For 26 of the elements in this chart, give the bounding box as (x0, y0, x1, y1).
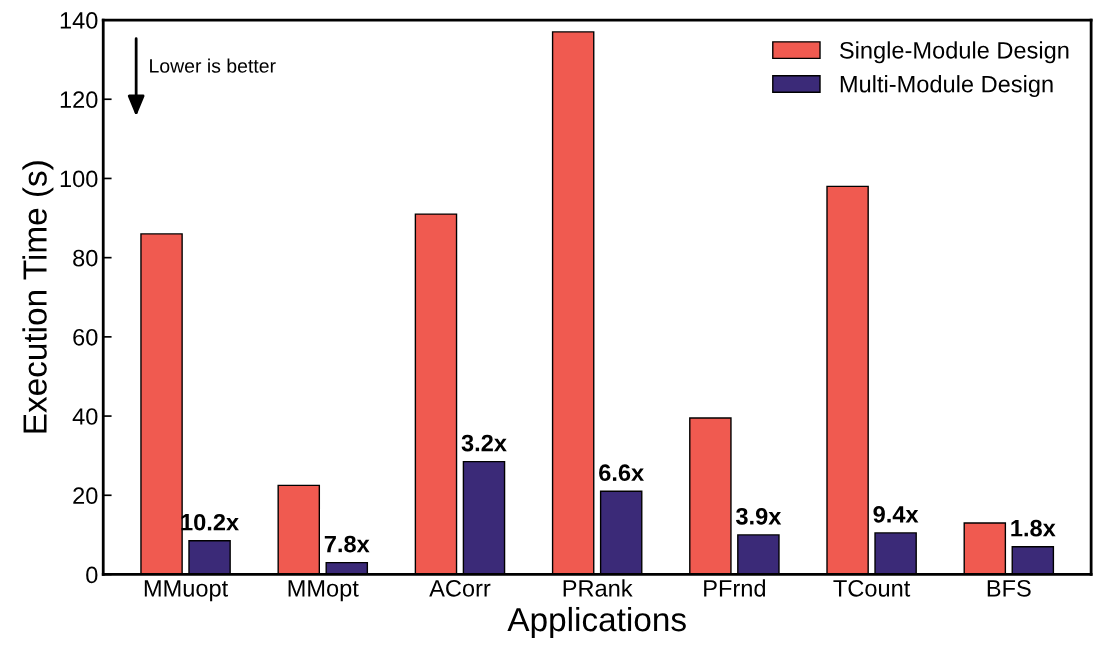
y-tick-label: 60 (73, 328, 98, 346)
y-tick-label: 40 (72, 408, 98, 425)
x-tick-label: PFrnd (704, 579, 766, 597)
y-axis-title: Execution Time (s) (22, 161, 54, 433)
legend-label: Multi-Module Design (840, 75, 1053, 98)
x-tick-label: MMuopt (144, 580, 229, 602)
x-axis-title: Applications (507, 606, 686, 638)
x-tick-label: ACorr (429, 579, 491, 597)
x-tick-label: PRank (563, 579, 633, 597)
annotation: Lower is better (150, 58, 276, 73)
x-tick-label: BFS (987, 579, 1031, 597)
annotation: 9.4x (873, 505, 919, 523)
annotation: 3.9x (735, 507, 782, 525)
y-tick-label: 140 (60, 12, 98, 29)
annotation: 3.2x (461, 434, 507, 452)
x-tick-label: TCount (833, 579, 911, 597)
y-tick-label: 0 (86, 566, 98, 584)
annotation: 7.8x (324, 535, 370, 553)
y-tick-label: 20 (73, 487, 98, 505)
y-tick-label: 80 (73, 249, 98, 267)
annotation: 1.8x (1011, 519, 1056, 537)
annotation: 6.6x (599, 464, 644, 482)
y-tick-label: 100 (60, 170, 98, 188)
y-tick-label: 120 (60, 91, 98, 109)
legend-label: Single-Module Design (839, 41, 1069, 64)
x-tick-label: MMopt (288, 580, 359, 602)
